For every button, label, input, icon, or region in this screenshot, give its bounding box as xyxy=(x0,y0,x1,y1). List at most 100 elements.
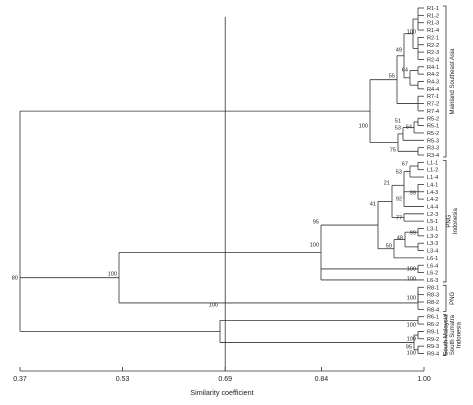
bootstrap-value: 64 xyxy=(402,68,408,74)
leaf-label: R8-3 xyxy=(427,293,439,299)
group-label: South Malaysia xyxy=(444,314,450,356)
bootstrap-value: 100 xyxy=(407,296,416,302)
leaf-label: R7-4 xyxy=(427,109,439,115)
leaf-label: R7-1 xyxy=(427,94,439,100)
leaf-label: R8-4 xyxy=(427,307,439,313)
bootstrap-value: 95 xyxy=(313,220,319,226)
leaf-label: L1-4 xyxy=(427,175,438,181)
bootstrap-value: 100 xyxy=(407,267,416,273)
leaf-label: R9-3 xyxy=(427,344,439,350)
leaf-label: L3-1 xyxy=(427,227,438,233)
leaf-label: R8-1 xyxy=(427,285,439,291)
group-bracket xyxy=(443,159,447,283)
leaf-labels: R1-1R1-2 R1-3R1-4R2-1 R2-2R2-3R2-4 R4-1R4-2… xyxy=(427,6,439,357)
bootstrap-value: 49 xyxy=(396,48,402,54)
bootstrap-value: 100 xyxy=(209,303,218,309)
bootstrap-value: 51 xyxy=(395,119,401,125)
leaf-label: R4-2 xyxy=(427,72,439,78)
leaf-label: L4-4 xyxy=(427,204,438,210)
leaf-label: R5-2 xyxy=(427,116,439,122)
bootstrap-node-labels: 1004964555164537510067532199924177959948… xyxy=(12,30,416,357)
leaf-label: R3-4 xyxy=(427,153,439,159)
leaf-label: L3-4 xyxy=(427,249,438,255)
leaf-label: R2-2 xyxy=(427,43,439,49)
leaf-label: R8-2 xyxy=(427,300,439,306)
group-label: PNG xyxy=(447,214,453,227)
group-label: Indonesia xyxy=(457,321,463,348)
leaf-label: L1-1 xyxy=(427,160,438,166)
bootstrap-value: 100 xyxy=(407,351,416,357)
leaf-label: L1-2 xyxy=(427,168,438,174)
bootstrap-value: 100 xyxy=(407,30,416,36)
group-label: Mainland Southeast Asia xyxy=(450,48,456,115)
bootstrap-value: 99 xyxy=(410,191,416,197)
group-label: South Sumatra xyxy=(450,314,456,355)
leaf-label: R6-2 xyxy=(427,322,439,328)
group-bracket xyxy=(443,5,447,158)
leaf-label: R9-2 xyxy=(427,337,439,343)
bootstrap-value: 75 xyxy=(390,148,396,154)
leaf-label: R1-4 xyxy=(427,28,439,34)
leaf-label: R5-2 xyxy=(427,131,439,137)
bootstrap-value: 67 xyxy=(402,162,408,168)
leaf-label: L6-3 xyxy=(427,278,438,284)
leaf-label: R3-3 xyxy=(427,146,439,152)
leaf-label: L5-1 xyxy=(427,219,438,225)
leaf-label: R1-3 xyxy=(427,21,439,27)
leaf-label: R2-1 xyxy=(427,35,439,41)
leaf-label: R4-1 xyxy=(427,65,439,71)
leaf-label: R4-4 xyxy=(427,87,439,93)
bootstrap-value: 100 xyxy=(407,277,416,283)
bootstrap-value: 100 xyxy=(407,323,416,329)
group-label: PNG xyxy=(450,291,456,304)
x-axis-title: Similarity coefficient xyxy=(190,388,253,397)
leaf-label: R5-1 xyxy=(427,124,439,130)
leaf-label: L6-1 xyxy=(427,256,438,262)
leaf-label: R4-3 xyxy=(427,80,439,86)
leaf-label: L3-2 xyxy=(427,234,438,240)
bootstrap-value: 53 xyxy=(396,170,402,176)
leaf-label: L6-2 xyxy=(427,271,438,277)
leaf-label: R5-3 xyxy=(427,138,439,144)
leaf-label: L4-3 xyxy=(427,190,438,196)
bootstrap-value: 21 xyxy=(384,181,390,187)
bootstrap-value: 53 xyxy=(395,126,401,132)
group-bracket xyxy=(443,314,447,356)
leaf-label: R2-3 xyxy=(427,50,439,56)
bootstrap-value: 95 xyxy=(406,345,412,351)
bootstrap-value: 50 xyxy=(386,244,392,250)
leaf-label: R9-1 xyxy=(427,329,439,335)
bootstrap-value: 99 xyxy=(410,231,416,237)
leaf-label: L4-2 xyxy=(427,197,438,203)
x-axis-tick-label: 0.37 xyxy=(13,376,27,383)
x-axis: 0.37 0.53 0.69 0.84 1.00 xyxy=(13,367,431,383)
leaf-label: R1-1 xyxy=(427,6,439,12)
leaf-label: L3-3 xyxy=(427,241,438,247)
bootstrap-value: 41 xyxy=(370,202,376,208)
bootstrap-value: 48 xyxy=(397,236,403,242)
leaf-label: R6-1 xyxy=(427,315,439,321)
leaf-label: R2-4 xyxy=(427,57,439,63)
group-label: Indonesia xyxy=(453,207,459,234)
group-bracket xyxy=(443,284,447,312)
leaf-label: R1-2 xyxy=(427,13,439,19)
leaf-label: L6-4 xyxy=(427,263,438,269)
x-axis-tick-label: 0.53 xyxy=(116,376,130,383)
leaf-label: L2-3 xyxy=(427,212,438,218)
dendrogram-branches xyxy=(19,7,424,354)
bootstrap-value: 92 xyxy=(396,197,402,203)
x-axis-tick-label: 0.84 xyxy=(315,376,329,383)
bootstrap-value: 64 xyxy=(406,125,412,131)
leaf-label: R9-4 xyxy=(427,351,439,357)
bootstrap-value: 100 xyxy=(108,272,117,278)
x-axis-tick-label: 0.69 xyxy=(218,376,232,383)
leaf-label: R7-2 xyxy=(427,102,439,108)
bootstrap-value: 77 xyxy=(396,216,402,222)
bootstrap-value: 100 xyxy=(310,243,319,249)
x-axis-tick-label: 1.00 xyxy=(417,376,431,383)
bootstrap-value: 55 xyxy=(389,74,395,80)
bootstrap-value: 100 xyxy=(407,337,416,343)
